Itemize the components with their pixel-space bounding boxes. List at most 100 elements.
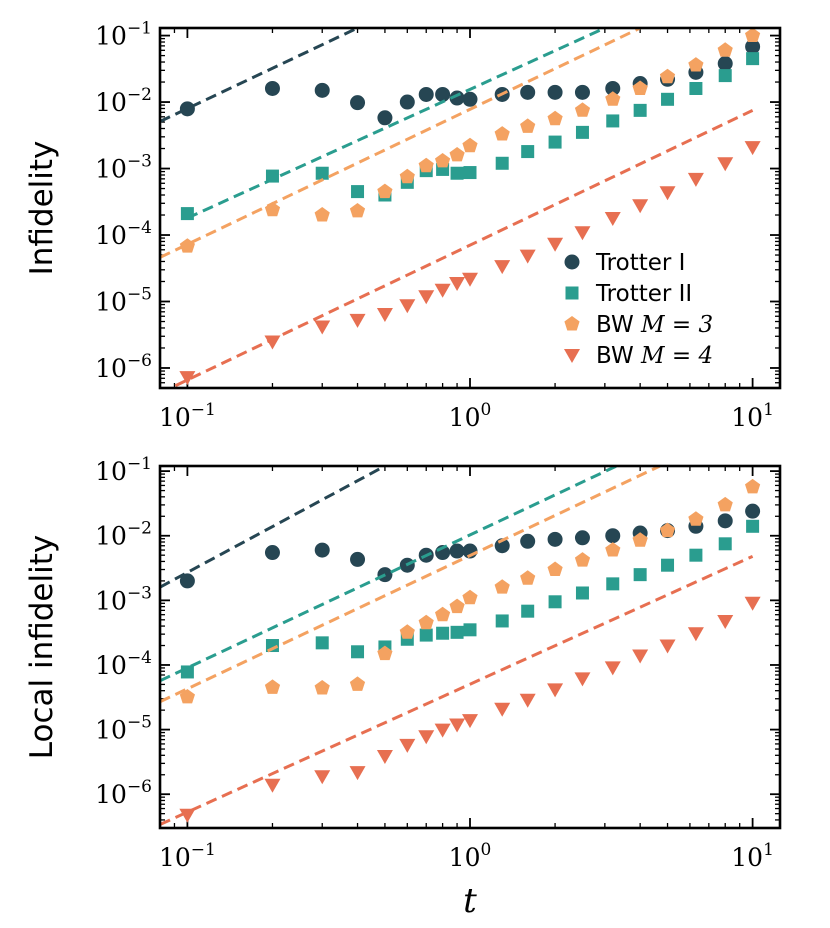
data-point: [519, 693, 536, 708]
data-point: [746, 519, 760, 533]
legend-marker: [564, 316, 580, 331]
data-point: [744, 141, 761, 156]
data-point: [264, 778, 281, 793]
data-point: [606, 577, 620, 591]
data-point: [265, 169, 279, 183]
data-point: [399, 299, 416, 314]
data-point: [605, 91, 621, 106]
data-point: [418, 730, 435, 745]
data-point: [434, 283, 451, 298]
plot-area: [160, 466, 761, 826]
data-point: [463, 623, 477, 637]
axes-frame: [158, 464, 782, 830]
data-point: [575, 586, 589, 600]
panel-2: 10−1 100 101 10−1 10−2 10−3 10−4 10−5 10−6 Local …: [24, 454, 782, 872]
data-point: [450, 166, 464, 180]
data-point: [179, 238, 195, 253]
series-triangle-down: [167, 109, 761, 388]
y-tick-label: 10−5: [95, 285, 152, 317]
data-point: [264, 335, 281, 350]
x-axis-title: t: [463, 881, 477, 921]
data-point: [264, 679, 281, 694]
data-point: [419, 628, 433, 642]
data-point: [179, 101, 195, 117]
data-point: [574, 672, 591, 687]
data-point: [264, 545, 280, 561]
minor-ticks: [159, 466, 780, 829]
legend-entry: Trotter II: [595, 281, 692, 307]
data-point: [495, 614, 509, 628]
data-point: [434, 723, 451, 738]
y-tick-label: 10−6: [95, 351, 152, 383]
data-point: [350, 95, 366, 111]
trend-line: [160, 466, 661, 704]
y-tick-label: 10−1: [95, 19, 152, 51]
data-point: [745, 39, 761, 55]
data-point: [547, 531, 563, 547]
data-point: [520, 84, 536, 100]
trend-line: [186, 28, 606, 220]
data-point: [520, 533, 536, 549]
data-point: [605, 528, 621, 544]
data-point: [688, 511, 704, 526]
data-point: [349, 313, 366, 328]
data-point: [548, 135, 562, 149]
data-point: [548, 595, 562, 609]
y-tick-label: 10−6: [95, 777, 152, 809]
data-point: [435, 86, 451, 102]
data-point: [264, 201, 281, 217]
y-axis-title: Local infidelity: [24, 535, 60, 759]
data-point: [717, 513, 733, 529]
data-point: [180, 207, 194, 221]
data-point: [462, 91, 478, 107]
data-point: [462, 589, 478, 605]
data-point: [574, 530, 590, 546]
data-point: [180, 665, 194, 679]
data-point: [418, 157, 434, 173]
data-point: [462, 137, 478, 153]
trend-line: [167, 109, 754, 388]
trend-line: [160, 28, 641, 259]
x-tick-label: 100: [449, 840, 492, 872]
data-point: [450, 625, 464, 639]
data-point: [314, 207, 330, 222]
data-point: [494, 126, 510, 141]
data-point: [547, 683, 564, 698]
data-point: [399, 738, 416, 753]
data-point: [687, 627, 704, 642]
data-point: [745, 28, 761, 42]
series-pentagon: [160, 28, 761, 259]
data-point: [349, 203, 366, 218]
data-point: [435, 606, 451, 622]
legend-entry: Trotter I: [595, 250, 685, 276]
data-point: [418, 290, 435, 305]
data-point: [314, 770, 331, 785]
data-point: [314, 542, 330, 558]
data-point: [718, 69, 732, 83]
data-point: [688, 57, 704, 72]
data-point: [315, 166, 329, 180]
data-point: [350, 551, 366, 567]
data-point: [547, 237, 564, 252]
data-point: [659, 522, 676, 538]
plot-area: [160, 28, 761, 388]
data-point: [377, 645, 393, 661]
data-point: [520, 118, 536, 133]
y-tick-label: 10−3: [95, 583, 152, 615]
data-point: [574, 552, 591, 567]
data-point: [632, 649, 649, 664]
data-point: [494, 260, 511, 275]
data-point: [632, 532, 648, 547]
y-tick-label: 10−2: [95, 85, 152, 117]
data-point: [689, 81, 703, 95]
data-point: [349, 676, 366, 691]
data-point: [745, 503, 761, 519]
x-tick-label: 10−1: [159, 840, 216, 872]
data-point: [717, 496, 733, 512]
data-point: [717, 42, 733, 57]
data-point: [604, 212, 621, 227]
x-tick-label: 10−1: [159, 400, 216, 432]
trend-line: [160, 554, 754, 826]
data-point: [547, 84, 563, 100]
legend-marker: [565, 286, 579, 300]
